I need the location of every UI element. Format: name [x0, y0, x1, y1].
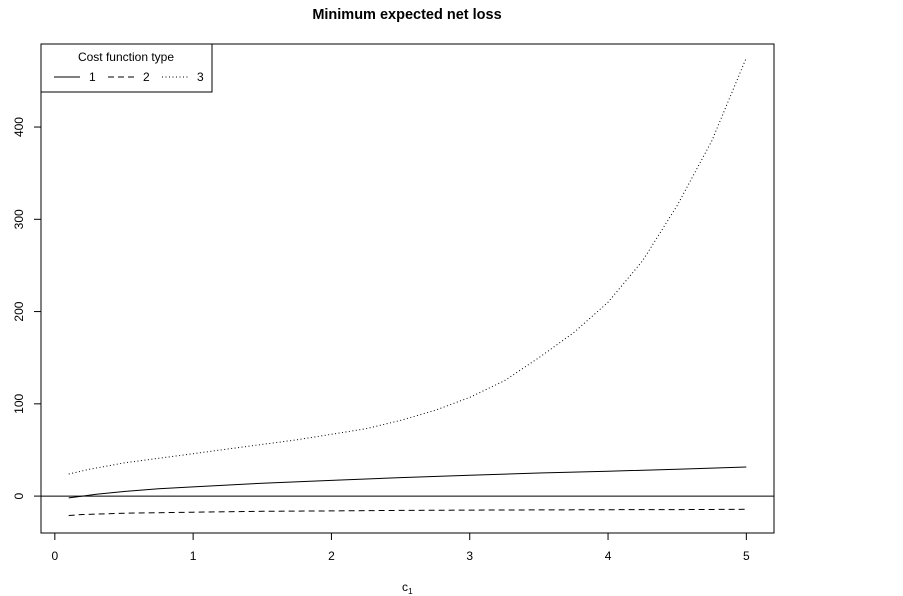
- x-axis-label-main: c: [402, 580, 408, 594]
- series-layer: [68, 57, 747, 516]
- series-line-2: [68, 508, 747, 516]
- legend-label-2: 2: [143, 70, 150, 84]
- chart-title: Minimum expected net loss: [312, 7, 501, 23]
- plot-frame: [40, 43, 775, 534]
- x-axis-label-subscript: 1: [408, 586, 413, 596]
- x-tick-label-3: 3: [466, 549, 473, 563]
- y-tick-label-1: 100: [12, 393, 26, 413]
- x-tick-label-0: 0: [51, 549, 58, 563]
- x-tick-label-1: 1: [190, 549, 197, 563]
- x-tick-label-2: 2: [328, 549, 335, 563]
- y-tick-label-0: 0: [12, 492, 26, 499]
- y-tick-label-2: 200: [12, 301, 26, 321]
- legend-label-1: 1: [89, 70, 96, 84]
- y-axis: 0 100 200 300 400: [12, 117, 42, 499]
- legend-label-3: 3: [197, 70, 204, 84]
- y-tick-label-3: 300: [12, 209, 26, 229]
- series-line-1: [68, 466, 747, 499]
- x-axis-label: c1: [402, 580, 413, 596]
- legend-box: [40, 43, 213, 93]
- y-tick-label-4: 400: [12, 117, 26, 137]
- x-tick-label-5: 5: [743, 549, 750, 563]
- x-tick-label-4: 4: [605, 549, 612, 563]
- legend-title: Cost function type: [78, 50, 174, 64]
- legend: Cost function type 1 2 3: [40, 43, 213, 93]
- legend-entries: 1 2 3: [54, 70, 204, 84]
- series-line-3: [68, 57, 747, 475]
- x-axis: 0 1 2 3 4 5: [51, 532, 750, 563]
